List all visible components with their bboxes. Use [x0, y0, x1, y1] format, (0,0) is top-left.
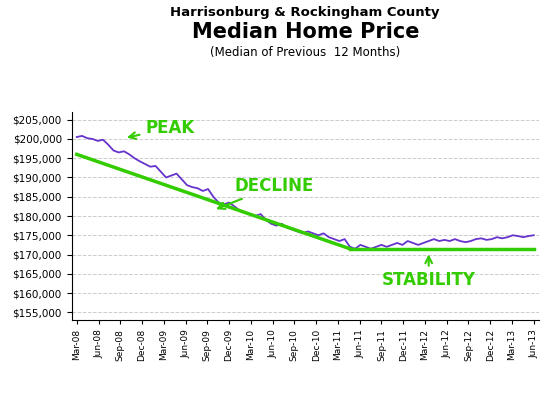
Text: STABILITY: STABILITY — [382, 256, 476, 289]
Text: (Median of Previous  12 Months): (Median of Previous 12 Months) — [210, 46, 400, 59]
Text: PEAK: PEAK — [129, 119, 194, 139]
Text: DECLINE: DECLINE — [218, 177, 314, 209]
Text: Median Home Price: Median Home Price — [191, 22, 419, 42]
Text: Harrisonburg & Rockingham County: Harrisonburg & Rockingham County — [170, 6, 440, 19]
